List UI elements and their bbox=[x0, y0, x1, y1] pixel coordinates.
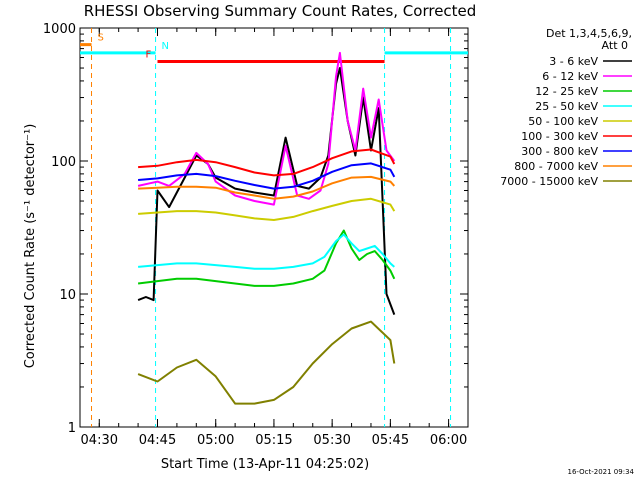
series-line-2 bbox=[137, 51, 396, 206]
x-tick-label: 05:15 bbox=[255, 433, 292, 448]
series-line-1 bbox=[137, 67, 396, 315]
legend-entry-label: 12 - 25 keV bbox=[535, 85, 598, 98]
legend-entry-label: 25 - 50 keV bbox=[535, 100, 598, 113]
timestamp: 16-Oct-2021 09:34 bbox=[568, 468, 635, 476]
legend-entry-label: 100 - 300 keV bbox=[521, 130, 598, 143]
x-tick-label: 04:30 bbox=[81, 433, 118, 448]
legend: Det 1,3,4,5,6,9, Att 0 3 - 6 keV 6 - 12 k… bbox=[500, 27, 632, 188]
series-line-7 bbox=[138, 162, 396, 190]
legend-entry-label: 3 - 6 keV bbox=[549, 55, 598, 68]
series-line-4 bbox=[138, 233, 395, 270]
x-tick-label: 05:30 bbox=[313, 433, 350, 448]
plot-border bbox=[79, 27, 469, 428]
series-line-8 bbox=[138, 175, 396, 200]
interval-label: N bbox=[162, 41, 169, 52]
x-tick-label: 05:45 bbox=[372, 433, 409, 448]
chart-title: RHESSI Observing Summary Count Rates, Co… bbox=[84, 2, 477, 20]
legend-entry-label: 300 - 800 keV bbox=[521, 145, 598, 158]
y-tick-label: 1000 bbox=[43, 22, 76, 37]
legend-entry-label: 6 - 12 keV bbox=[542, 70, 598, 83]
y-axis-ticks: 1 10 100 1000 bbox=[43, 22, 468, 436]
y-axis-label: Corrected Count Rate (s⁻¹ detector⁻¹) bbox=[23, 124, 38, 369]
series-lines bbox=[137, 51, 396, 405]
observing-intervals: S NF bbox=[80, 28, 468, 427]
legend-entry-label: 7000 - 15000 keV bbox=[500, 175, 598, 188]
y-tick-label: 100 bbox=[51, 155, 76, 170]
interval-label: S bbox=[98, 33, 104, 44]
x-axis-ticks: 04:30 04:45 05:00 05:15 05:30 05:45 06:00 bbox=[81, 28, 469, 448]
series-line-9 bbox=[137, 320, 396, 405]
series-line-6 bbox=[138, 148, 396, 177]
legend-entry-label: 50 - 100 keV bbox=[528, 115, 598, 128]
legend-header-detectors: Det 1,3,4,5,6,9, bbox=[546, 27, 632, 40]
plot-frame bbox=[79, 27, 469, 428]
interval-label: F bbox=[145, 49, 151, 60]
legend-entry-label: 800 - 7000 keV bbox=[514, 160, 598, 173]
x-tick-label: 04:45 bbox=[139, 433, 176, 448]
x-tick-label: 05:00 bbox=[197, 433, 234, 448]
series-line-5 bbox=[138, 197, 396, 221]
x-tick-label: 06:00 bbox=[430, 433, 467, 448]
y-tick-label: 10 bbox=[59, 288, 76, 303]
y-tick-label: 1 bbox=[68, 421, 76, 436]
legend-header-attenuator: Att 0 bbox=[602, 39, 628, 52]
series-line-3 bbox=[137, 229, 396, 287]
x-axis-label: Start Time (13-Apr-11 04:25:02) bbox=[161, 457, 369, 472]
